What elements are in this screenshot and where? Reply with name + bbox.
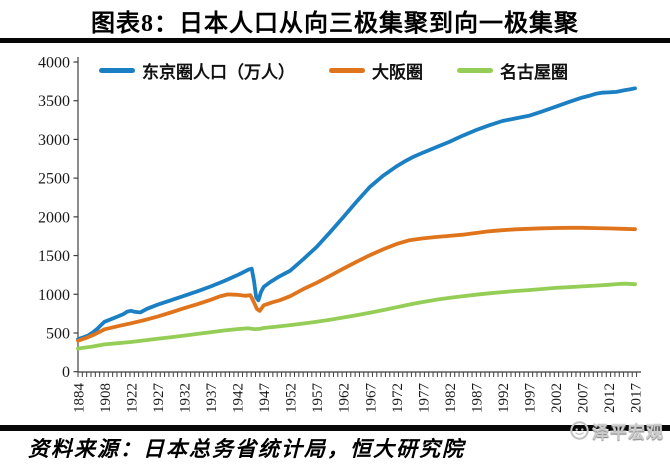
page-title: 图表8：日本人口从向三极集聚到向一极集聚 — [91, 11, 579, 37]
x-tick-label: 1908 — [98, 383, 114, 413]
series-line-osaka — [76, 225, 637, 343]
x-tick-label: 1952 — [284, 383, 300, 413]
legend-label: 大阪圈 — [372, 63, 423, 82]
legend-swatch — [99, 68, 135, 73]
x-tick-label: 1937 — [204, 383, 220, 414]
x-tick-label: 1997 — [522, 383, 538, 414]
legend-label: 名古屋圈 — [500, 63, 568, 82]
x-tick-label: 2012 — [602, 383, 618, 413]
top-divider — [0, 38, 670, 43]
y-tick-label: 3500 — [38, 93, 70, 110]
y-tick-label: 2000 — [38, 209, 70, 226]
bottom-divider — [0, 425, 670, 431]
x-tick-label: 1932 — [178, 383, 194, 413]
x-tick-label: 1942 — [231, 383, 247, 413]
x-tick-label: 1947 — [257, 383, 273, 414]
x-tick-label: 2002 — [549, 383, 565, 413]
y-tick-label: 500 — [46, 325, 70, 342]
y-tick-label: 4000 — [38, 55, 70, 72]
legend-item-osaka: 大阪圈 — [329, 58, 423, 83]
x-tick-label: 1884 — [72, 383, 88, 414]
y-tick-label: 1500 — [38, 248, 70, 265]
y-tick-label: 2500 — [38, 171, 70, 188]
watermark-text: 泽平宏观 — [592, 423, 664, 442]
x-tick-label: 1972 — [390, 383, 406, 413]
chart-legend: 东京圈人口（万人） 大阪圈 名古屋圈 — [99, 58, 568, 83]
x-tick-label: 1957 — [310, 383, 326, 414]
y-tick-label: 1000 — [38, 287, 70, 304]
series-line-tokyo — [76, 86, 637, 342]
x-tick-label: 2017 — [629, 383, 645, 414]
x-tick-label: 1967 — [363, 383, 379, 414]
x-tick-label: 1992 — [496, 383, 512, 413]
watermark: 泽平宏观 — [570, 418, 664, 443]
x-tick-label: 1927 — [151, 383, 167, 414]
x-tick-label: 1977 — [416, 383, 432, 414]
legend-swatch — [329, 68, 365, 73]
watermark-logo-icon — [570, 421, 589, 440]
y-tick-label: 0 — [62, 364, 70, 381]
series-line-nagoya — [76, 281, 637, 351]
legend-swatch — [457, 68, 493, 73]
legend-item-tokyo: 东京圈人口（万人） — [99, 58, 295, 83]
x-tick-label: 1962 — [337, 383, 353, 413]
y-tick-label: 3000 — [38, 132, 70, 149]
x-tick-label: 2007 — [575, 383, 591, 414]
source-note: 资料来源：日本总务省统计局，恒大研究院 — [28, 437, 465, 461]
legend-item-nagoya: 名古屋圈 — [457, 58, 568, 83]
legend-label: 东京圈人口（万人） — [142, 63, 295, 82]
x-tick-label: 1987 — [469, 383, 485, 414]
x-tick-label: 1982 — [443, 383, 459, 413]
x-tick-label: 1922 — [125, 383, 141, 413]
